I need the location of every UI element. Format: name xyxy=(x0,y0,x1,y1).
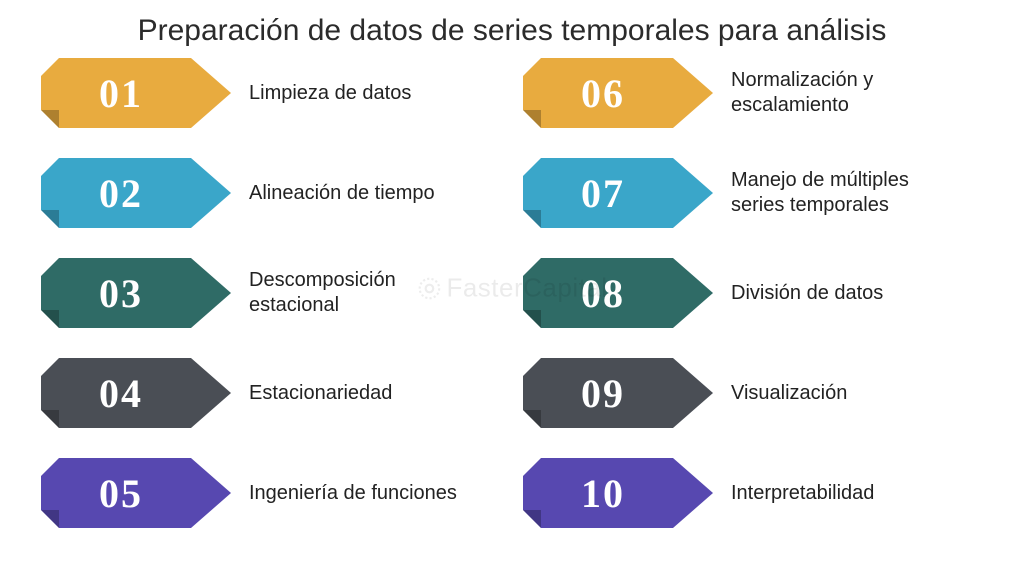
step-number: 02 xyxy=(41,158,201,228)
list-item: 09 Visualización xyxy=(523,358,983,428)
list-item: 03 Descomposición estacional xyxy=(41,258,501,328)
arrow-badge: 09 xyxy=(523,358,713,428)
step-number: 05 xyxy=(41,458,201,528)
list-item: 06 Normalización y escalamiento xyxy=(523,58,983,128)
step-label: División de datos xyxy=(713,281,883,306)
arrow-badge: 02 xyxy=(41,158,231,228)
list-item: 05 Ingeniería de funciones xyxy=(41,458,501,528)
step-number: 04 xyxy=(41,358,201,428)
step-number: 06 xyxy=(523,58,683,128)
step-label: Normalización y escalamiento xyxy=(713,68,963,118)
list-item: 07 Manejo de múltiples series temporales xyxy=(523,158,983,228)
column-left: 01 Limpieza de datos 02 Alineación de tiem… xyxy=(41,58,501,528)
page-title: Preparación de datos de series temporale… xyxy=(0,0,1024,58)
step-number: 01 xyxy=(41,58,201,128)
arrow-badge: 03 xyxy=(41,258,231,328)
arrow-badge: 05 xyxy=(41,458,231,528)
step-label: Descomposición estacional xyxy=(231,268,481,318)
list-item: 08 División de datos xyxy=(523,258,983,328)
step-number: 08 xyxy=(523,258,683,328)
column-right: 06 Normalización y escalamiento 07 Manejo … xyxy=(523,58,983,528)
step-label: Visualización xyxy=(713,381,847,406)
arrow-badge: 04 xyxy=(41,358,231,428)
step-label: Limpieza de datos xyxy=(231,81,411,106)
step-label: Alineación de tiempo xyxy=(231,181,435,206)
step-label: Manejo de múltiples series temporales xyxy=(713,168,963,218)
columns-container: 01 Limpieza de datos 02 Alineación de tiem… xyxy=(0,58,1024,528)
step-label: Interpretabilidad xyxy=(713,481,874,506)
arrow-badge: 10 xyxy=(523,458,713,528)
step-number: 03 xyxy=(41,258,201,328)
arrow-badge: 08 xyxy=(523,258,713,328)
arrow-badge: 01 xyxy=(41,58,231,128)
step-label: Estacionariedad xyxy=(231,381,392,406)
arrow-badge: 07 xyxy=(523,158,713,228)
list-item: 02 Alineación de tiempo xyxy=(41,158,501,228)
list-item: 01 Limpieza de datos xyxy=(41,58,501,128)
list-item: 10 Interpretabilidad xyxy=(523,458,983,528)
step-number: 07 xyxy=(523,158,683,228)
arrow-badge: 06 xyxy=(523,58,713,128)
step-label: Ingeniería de funciones xyxy=(231,481,457,506)
step-number: 10 xyxy=(523,458,683,528)
list-item: 04 Estacionariedad xyxy=(41,358,501,428)
step-number: 09 xyxy=(523,358,683,428)
